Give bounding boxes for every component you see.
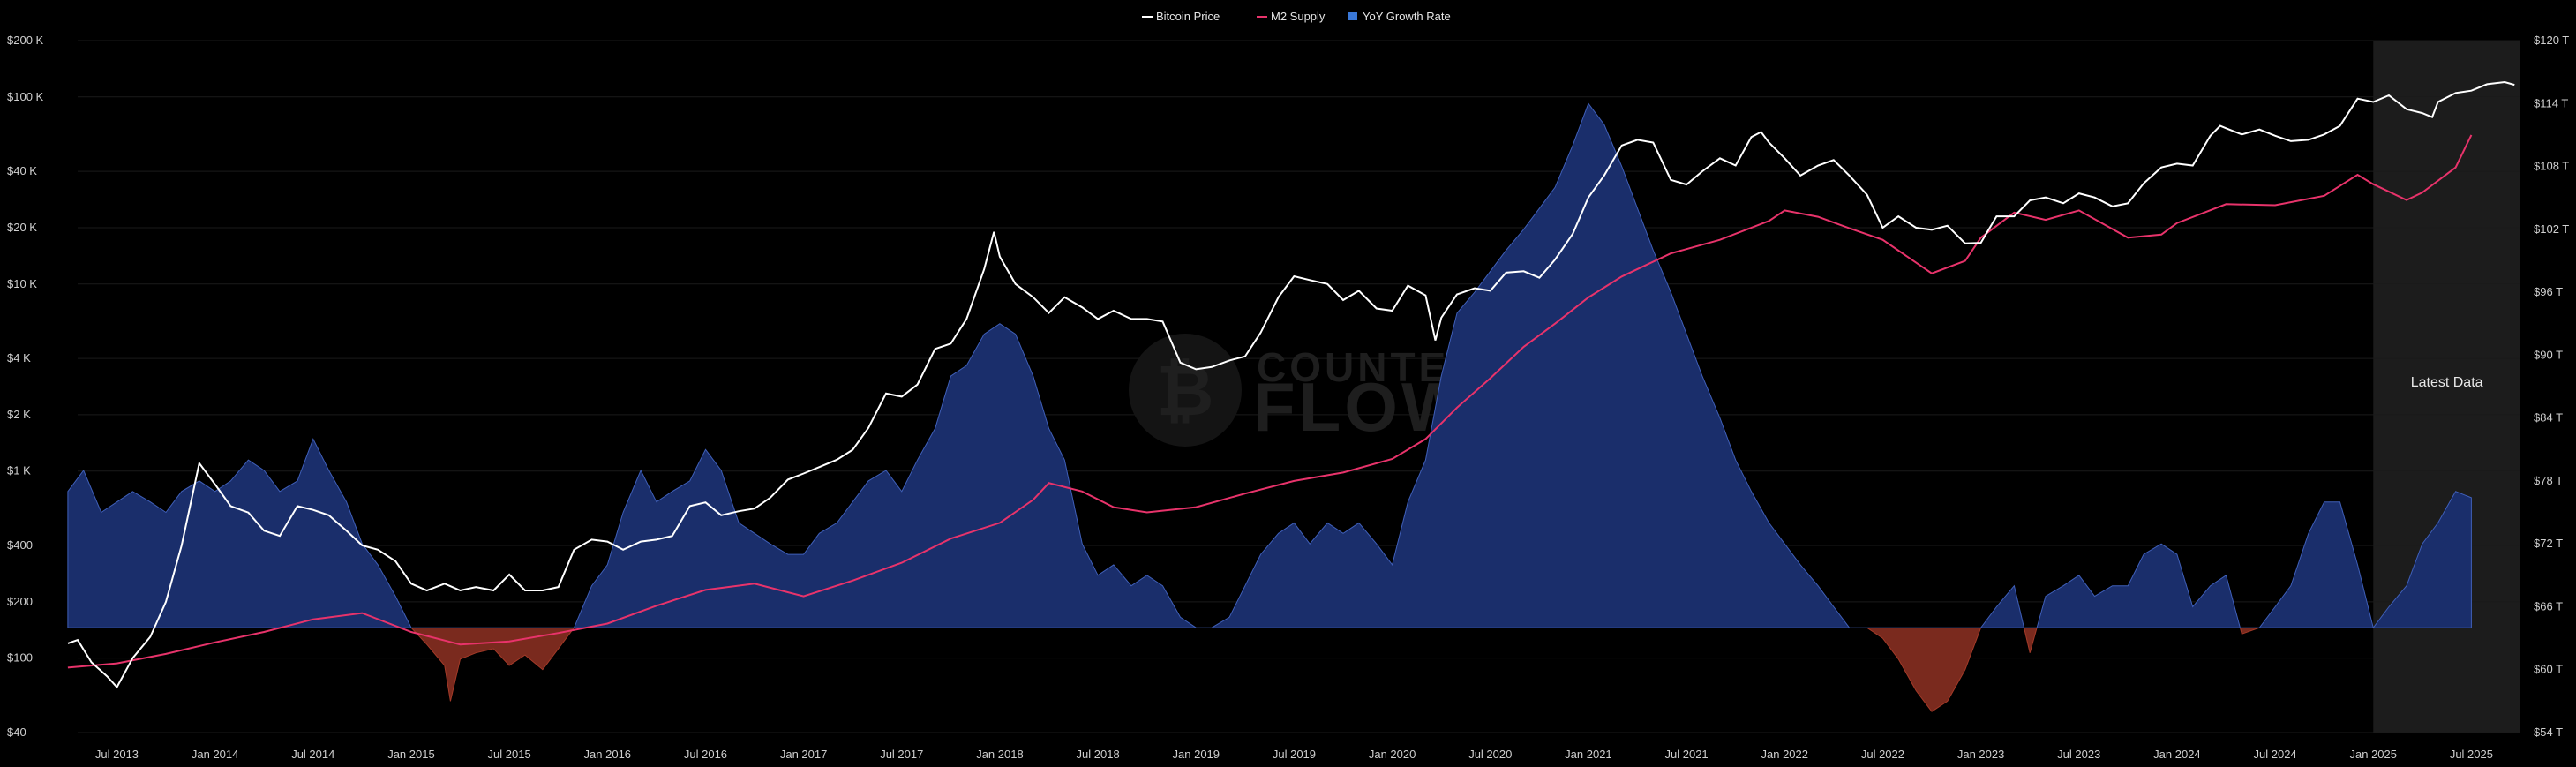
right-axis-tick-label: $90 T (2534, 348, 2563, 361)
x-axis-tick-label: Jul 2022 (1861, 748, 1904, 761)
right-axis-tick-label: $72 T (2534, 537, 2563, 550)
x-axis-tick-label: Jul 2021 (1665, 748, 1709, 761)
x-axis-tick-label: Jul 2016 (684, 748, 727, 761)
legend-swatch (1348, 12, 1357, 20)
x-axis-tick-label: Jan 2014 (192, 748, 239, 761)
x-axis-tick-label: Jan 2016 (584, 748, 632, 761)
x-axis-tick-label: Jan 2019 (1173, 748, 1220, 761)
x-axis-tick-label: Jul 2018 (1077, 748, 1120, 761)
bitcoin-price-line (67, 80, 2515, 689)
legend-item[interactable]: M2 Supply (1257, 10, 1326, 23)
x-axis-tick-label: Jan 2023 (1957, 748, 2005, 761)
right-axis-tick-label: $60 T (2534, 663, 2563, 676)
left-axis-tick-label: $40 K (7, 164, 37, 177)
left-axis-tick-label: $20 K (7, 221, 37, 234)
x-axis-tick-label: Jan 2021 (1565, 748, 1612, 761)
x-axis-tick-label: Jan 2015 (387, 748, 435, 761)
x-axis-tick-label: Jul 2020 (1468, 748, 1512, 761)
x-axis-tick-label: Jan 2017 (780, 748, 828, 761)
left-axis-tick-label: $400 (7, 538, 33, 552)
m2-supply-line (67, 134, 2473, 669)
legend-label: Bitcoin Price (1156, 10, 1220, 23)
right-axis-tick-label: $96 T (2534, 285, 2563, 298)
x-axis-tick-label: Jul 2013 (95, 748, 139, 761)
right-axis-tick-label: $66 T (2534, 599, 2563, 613)
growth-area-negative (67, 628, 2472, 712)
left-axis-tick-label: $4 K (7, 351, 31, 365)
x-axis-tick-label: Jul 2019 (1273, 748, 1316, 761)
legend-label: YoY Growth Rate (1363, 10, 1451, 23)
x-axis-tick-label: Jan 2024 (2153, 748, 2201, 761)
legend-item[interactable]: Bitcoin Price (1142, 10, 1220, 23)
svg-text:₿: ₿ (1156, 351, 1213, 430)
left-axis-tick-label: $200 K (7, 34, 44, 47)
left-axis-tick-label: $2 K (7, 408, 31, 421)
x-axis-tick-label: Jan 2018 (976, 748, 1024, 761)
x-axis-tick-label: Jul 2015 (488, 748, 531, 761)
right-axis-tick-label: $120 T (2534, 34, 2569, 47)
legend-item[interactable]: YoY Growth Rate (1348, 10, 1451, 23)
growth-area-positive (67, 102, 2472, 628)
left-axis-tick-label: $100 K (7, 90, 44, 103)
x-axis-tick-label: Jul 2024 (2254, 748, 2297, 761)
x-axis-tick-label: Jan 2022 (1761, 748, 1809, 761)
left-axis-tick-label: $1 K (7, 464, 31, 477)
right-axis-tick-label: $108 T (2534, 160, 2569, 173)
legend-label: M2 Supply (1271, 10, 1326, 23)
right-axis-tick-label: $84 T (2534, 411, 2563, 425)
x-axis-tick-label: Jan 2020 (1369, 748, 1416, 761)
left-axis-tick-label: $100 (7, 651, 33, 665)
x-axis-tick-label: Jul 2014 (291, 748, 334, 761)
latest-data-label: Latest Data (2411, 375, 2483, 390)
right-axis-tick-label: $54 T (2534, 726, 2563, 739)
left-axis-tick-label: $200 (7, 595, 33, 608)
right-axis-tick-label: $114 T (2534, 96, 2568, 109)
x-axis-tick-label: Jul 2017 (880, 748, 923, 761)
left-axis-tick-label: $40 (7, 726, 26, 739)
right-axis-tick-label: $78 T (2534, 474, 2563, 487)
x-axis-tick-label: Jan 2025 (2350, 748, 2398, 761)
x-axis-tick-label: Jul 2023 (2057, 748, 2100, 761)
right-axis-tick-label: $102 T (2534, 222, 2569, 236)
left-axis-tick-label: $10 K (7, 277, 37, 290)
x-axis-tick-label: Jul 2025 (2450, 748, 2493, 761)
